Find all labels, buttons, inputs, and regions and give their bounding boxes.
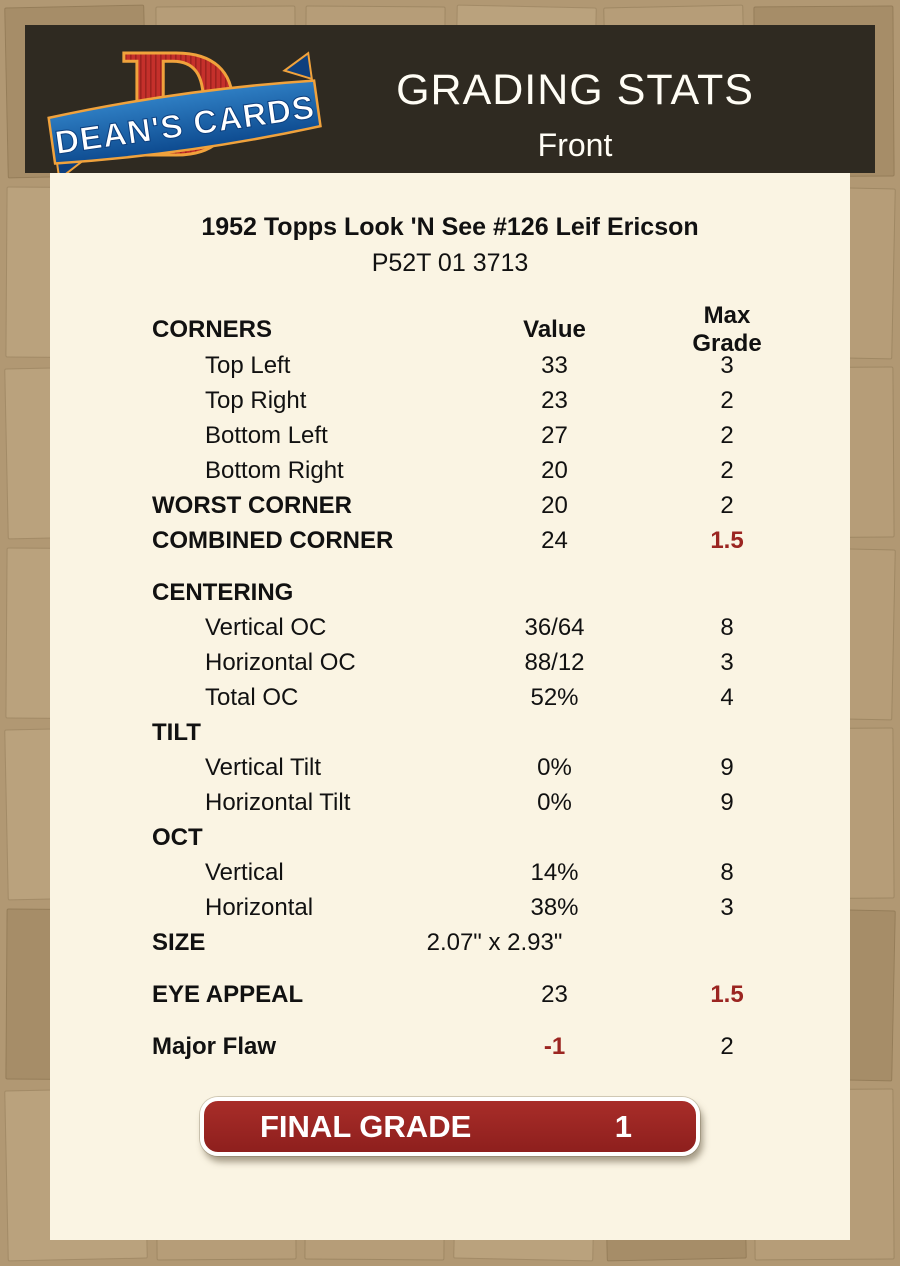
row-max-grade: 2: [720, 386, 734, 414]
row-label: WORST CORNER: [152, 491, 352, 519]
row-value: -1: [543, 1032, 566, 1060]
table-row: Horizontal Tilt 0% 9: [50, 785, 850, 820]
final-grade-label: FINAL GRADE: [260, 1108, 472, 1144]
row-max-grade: 8: [720, 858, 734, 886]
row-label: SIZE: [152, 928, 206, 956]
row-value: 38%: [530, 893, 579, 921]
table-row: Total OC 52% 4: [50, 680, 850, 715]
row-label: COMBINED CORNER: [152, 526, 394, 554]
stats-table-body: Top Left 33 3 Top Right 23 2 Bottom Left 27 2 Bot…: [50, 348, 850, 1064]
row-label: Major Flaw: [152, 1032, 277, 1060]
row-value: 14%: [530, 858, 579, 886]
row-label: Top Left: [205, 351, 291, 379]
row-label: Vertical OC: [205, 613, 327, 641]
row-label: EYE APPEAL: [152, 980, 304, 1008]
row-label: Bottom Left: [205, 421, 328, 449]
table-spacer: [50, 558, 850, 575]
table-row: Bottom Right 20 2: [50, 453, 850, 488]
page-subtitle: Front: [537, 127, 613, 163]
row-label: Horizontal Tilt: [205, 788, 351, 816]
row-label: CENTERING: [152, 578, 294, 606]
table-row: OCT: [50, 820, 850, 855]
row-label: Horizontal: [205, 893, 314, 921]
column-header-corners: CORNERS: [152, 316, 273, 343]
row-value: 0%: [537, 788, 572, 816]
row-max-grade: 3: [720, 351, 734, 379]
row-max-grade: 3: [720, 893, 734, 921]
column-header-max-grade: Max Grade: [692, 302, 762, 357]
table-row: WORST CORNER 20 2: [50, 488, 850, 523]
table-row: Horizontal OC 88/12 3: [50, 645, 850, 680]
table-row: Horizontal 38% 3: [50, 890, 850, 925]
row-value: 20: [541, 456, 568, 484]
row-max-grade: 9: [720, 788, 734, 816]
row-label: TILT: [152, 718, 201, 746]
table-row: EYE APPEAL 23 1.5: [50, 977, 850, 1012]
page-title: GRADING STATS: [396, 66, 754, 114]
table-row: Vertical OC 36/64 8: [50, 610, 850, 645]
stats-table: CORNERS Value Max Grade Top Left 33 3 Top R…: [50, 302, 850, 1064]
card-title: 1952 Topps Look 'N See #126 Leif Ericson: [201, 213, 699, 241]
column-header-value: Value: [523, 316, 586, 343]
row-label: Vertical Tilt: [205, 753, 322, 781]
row-value: 0%: [537, 753, 572, 781]
row-value: 27: [541, 421, 568, 449]
table-row: COMBINED CORNER 24 1.5: [50, 523, 850, 558]
table-row: SIZE 2.07" x 2.93": [50, 925, 850, 960]
row-label: OCT: [152, 823, 203, 851]
card-serial-number: P52T 01 3713: [371, 249, 529, 277]
row-label: Total OC: [205, 683, 299, 711]
table-row: Top Left 33 3: [50, 348, 850, 383]
table-row: TILT: [50, 715, 850, 750]
final-grade-value: 1: [614, 1108, 632, 1144]
row-value: 23: [541, 386, 568, 414]
row-max-grade: 2: [720, 421, 734, 449]
content-panel: 1952 Topps Look 'N See #126 Leif Ericson…: [50, 173, 850, 1240]
row-max-grade: 1.5: [710, 526, 744, 554]
row-max-grade: 3: [720, 648, 734, 676]
table-row: Vertical 14% 8: [50, 855, 850, 890]
header-bar: D DEAN'S CARDS GRADING STATS Front: [25, 25, 875, 173]
row-max-grade: 9: [720, 753, 734, 781]
deans-cards-logo: D DEAN'S CARDS: [47, 33, 322, 173]
row-max-grade: 4: [720, 683, 734, 711]
table-row: Vertical Tilt 0% 9: [50, 750, 850, 785]
row-value: 52%: [530, 683, 579, 711]
row-value: 20: [541, 491, 568, 519]
table-row: Top Right 23 2: [50, 383, 850, 418]
row-label: Horizontal OC: [205, 648, 356, 676]
table-row: Bottom Left 27 2: [50, 418, 850, 453]
row-max-grade: 1.5: [710, 980, 744, 1008]
table-spacer: [50, 1012, 850, 1029]
table-spacer: [50, 960, 850, 977]
row-value: 23: [541, 980, 568, 1008]
row-value: 33: [541, 351, 568, 379]
row-label: Top Right: [205, 386, 307, 414]
row-value: 88/12: [524, 648, 585, 676]
row-value: 2.07" x 2.93": [426, 928, 563, 956]
row-max-grade: 2: [720, 1032, 734, 1060]
final-grade-button[interactable]: FINAL GRADE 1: [200, 1097, 700, 1156]
row-max-grade: 2: [720, 456, 734, 484]
table-header-row: CORNERS Value Max Grade: [50, 302, 850, 357]
table-row: CENTERING: [50, 575, 850, 610]
row-label: Bottom Right: [205, 456, 344, 484]
row-max-grade: 8: [720, 613, 734, 641]
table-row: Major Flaw -1 2: [50, 1029, 850, 1064]
row-value: 36/64: [524, 613, 585, 641]
row-label: Vertical: [205, 858, 284, 886]
row-value: 24: [541, 526, 568, 554]
row-max-grade: 2: [720, 491, 734, 519]
